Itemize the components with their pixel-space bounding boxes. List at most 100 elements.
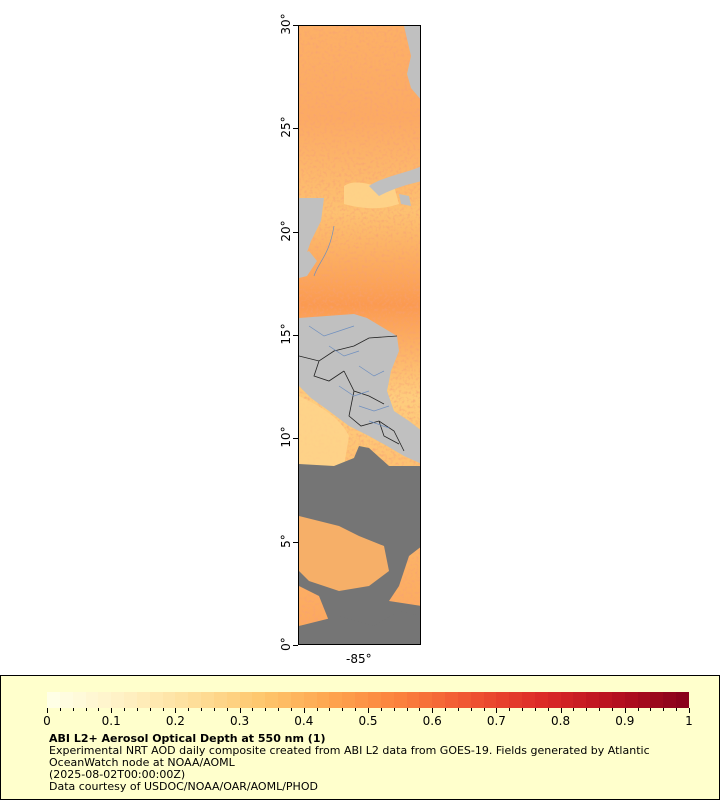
colorbar-minor-tick (509, 708, 511, 711)
colorbar-segment (278, 692, 292, 708)
latitude-tick-mark (293, 541, 298, 543)
colorbar-tick (689, 708, 690, 713)
legend-panel: 0 0.1 0.2 0.3 0.4 0.5 0.6 0.7 0.8 0.9 1 ABI L2+ Ae… (0, 675, 720, 800)
colorbar-segment (406, 692, 420, 708)
colorbar-minor-tick (637, 708, 639, 711)
colorbar-minor-tick (586, 708, 588, 711)
colorbar-segment (188, 692, 202, 708)
latitude-tick-mark (293, 645, 298, 646)
colorbar (47, 692, 690, 708)
colorbar-minor-tick (496, 708, 498, 711)
colorbar-segment (72, 692, 86, 708)
colorbar-segment (496, 692, 510, 708)
colorbar-minor-tick (278, 708, 280, 711)
colorbar-segment (457, 692, 472, 708)
colorbar-minor-tick (611, 708, 613, 711)
longitude-tick-label: -85° (346, 652, 372, 666)
latitude-tick-label: 15° (279, 323, 293, 345)
colorbar-segment (380, 692, 395, 708)
colorbar-segment (355, 692, 369, 708)
colorbar-segment (213, 692, 228, 708)
colorbar-minor-tick (316, 708, 318, 711)
colorbar-minor-tick (380, 708, 382, 711)
colorbar-segment (162, 692, 176, 708)
colorbar-segment (650, 692, 664, 708)
colorbar-minor-tick (573, 708, 575, 711)
colorbar-minor-tick (226, 708, 228, 711)
colorbar-minor-tick (393, 708, 395, 711)
colorbar-segment (265, 692, 279, 708)
colorbar-tick-label: 0 (43, 714, 51, 728)
colorbar-minor-tick (650, 708, 652, 711)
latitude-tick-label: 30° (279, 13, 293, 35)
legend-description-cont: OceanWatch node at NOAA/AOML (49, 756, 235, 769)
colorbar-segment (252, 692, 266, 708)
colorbar-minor-tick (98, 708, 100, 711)
colorbar-minor-tick (290, 708, 292, 711)
aod-strip (299, 516, 389, 591)
colorbar-minor-tick (419, 708, 421, 711)
colorbar-minor-tick (111, 708, 113, 711)
colorbar-minor-tick (483, 708, 485, 711)
colorbar-minor-tick (522, 708, 524, 711)
colorbar-segment (149, 692, 164, 708)
land-island (399, 194, 411, 206)
rivers (308, 225, 390, 429)
colorbar-minor-tick (85, 708, 87, 711)
latitude-tick-mark (293, 128, 298, 130)
colorbar-minor-tick (201, 708, 203, 711)
colorbar-segment (239, 692, 253, 708)
colorbar-minor-tick (599, 708, 601, 711)
colorbar-minor-tick (676, 708, 678, 711)
colorbar-minor-tick (175, 708, 177, 711)
legend-date: (2025-08-02T00:00:00Z) (49, 768, 186, 781)
colorbar-segment (124, 692, 138, 708)
colorbar-segment (98, 692, 112, 708)
latitude-tick-mark (293, 335, 298, 336)
land-mexico (299, 198, 324, 271)
colorbar-minor-tick (560, 708, 562, 711)
colorbar-minor-tick (72, 708, 74, 711)
latitude-tick-label: 25° (279, 116, 293, 138)
latitude-tick-mark (293, 231, 298, 233)
colorbar-segment (611, 692, 626, 708)
colorbar-segment (445, 692, 459, 708)
colorbar-segment (676, 692, 690, 708)
legend-credit: Data courtesy of USDOC/NOAA/OAR/AOML/PHO… (49, 780, 318, 793)
colorbar-minor-tick (265, 708, 267, 711)
latitude-tick-mark (293, 438, 298, 440)
colorbar-minor-tick (188, 708, 190, 711)
colorbar-tick-label: 0.8 (551, 714, 571, 728)
colorbar-segment (586, 692, 600, 708)
colorbar-minor-tick (162, 708, 164, 711)
colorbar-minor-tick (368, 708, 369, 711)
colorbar-minor-tick (663, 708, 665, 711)
no-data-patch (299, 611, 420, 644)
colorbar-minor-tick (252, 708, 254, 711)
colorbar-segment (368, 692, 382, 708)
colorbar-minor-tick (59, 708, 61, 711)
colorbar-segment (175, 692, 189, 708)
colorbar-segment (329, 692, 343, 708)
colorbar-tick-label: 0.2 (165, 714, 185, 728)
latitude-tick-mark (293, 25, 298, 26)
colorbar-minor-tick (406, 708, 408, 711)
colorbar-segment (522, 692, 536, 708)
land-florida (404, 26, 420, 99)
colorbar-segment (560, 692, 574, 708)
colorbar-tick-label: 0.4 (294, 714, 314, 728)
colorbar-minor-tick (124, 708, 126, 711)
colorbar-minor-tick (624, 708, 626, 711)
colorbar-segment (111, 692, 125, 708)
colorbar-segment (85, 692, 99, 708)
legend-title: ABI L2+ Aerosol Optical Depth at 550 nm … (49, 732, 326, 745)
colorbar-segment (573, 692, 587, 708)
colorbar-tick-label: 0.3 (230, 714, 250, 728)
colorbar-tick-label: 0.9 (615, 714, 635, 728)
land-cuba (369, 166, 420, 196)
colorbar-minor-tick (136, 708, 138, 711)
colorbar-segment (136, 692, 151, 708)
latitude-tick-label: 5° (279, 533, 293, 548)
colorbar-minor-tick (342, 708, 344, 711)
aod-map-image (299, 26, 420, 644)
